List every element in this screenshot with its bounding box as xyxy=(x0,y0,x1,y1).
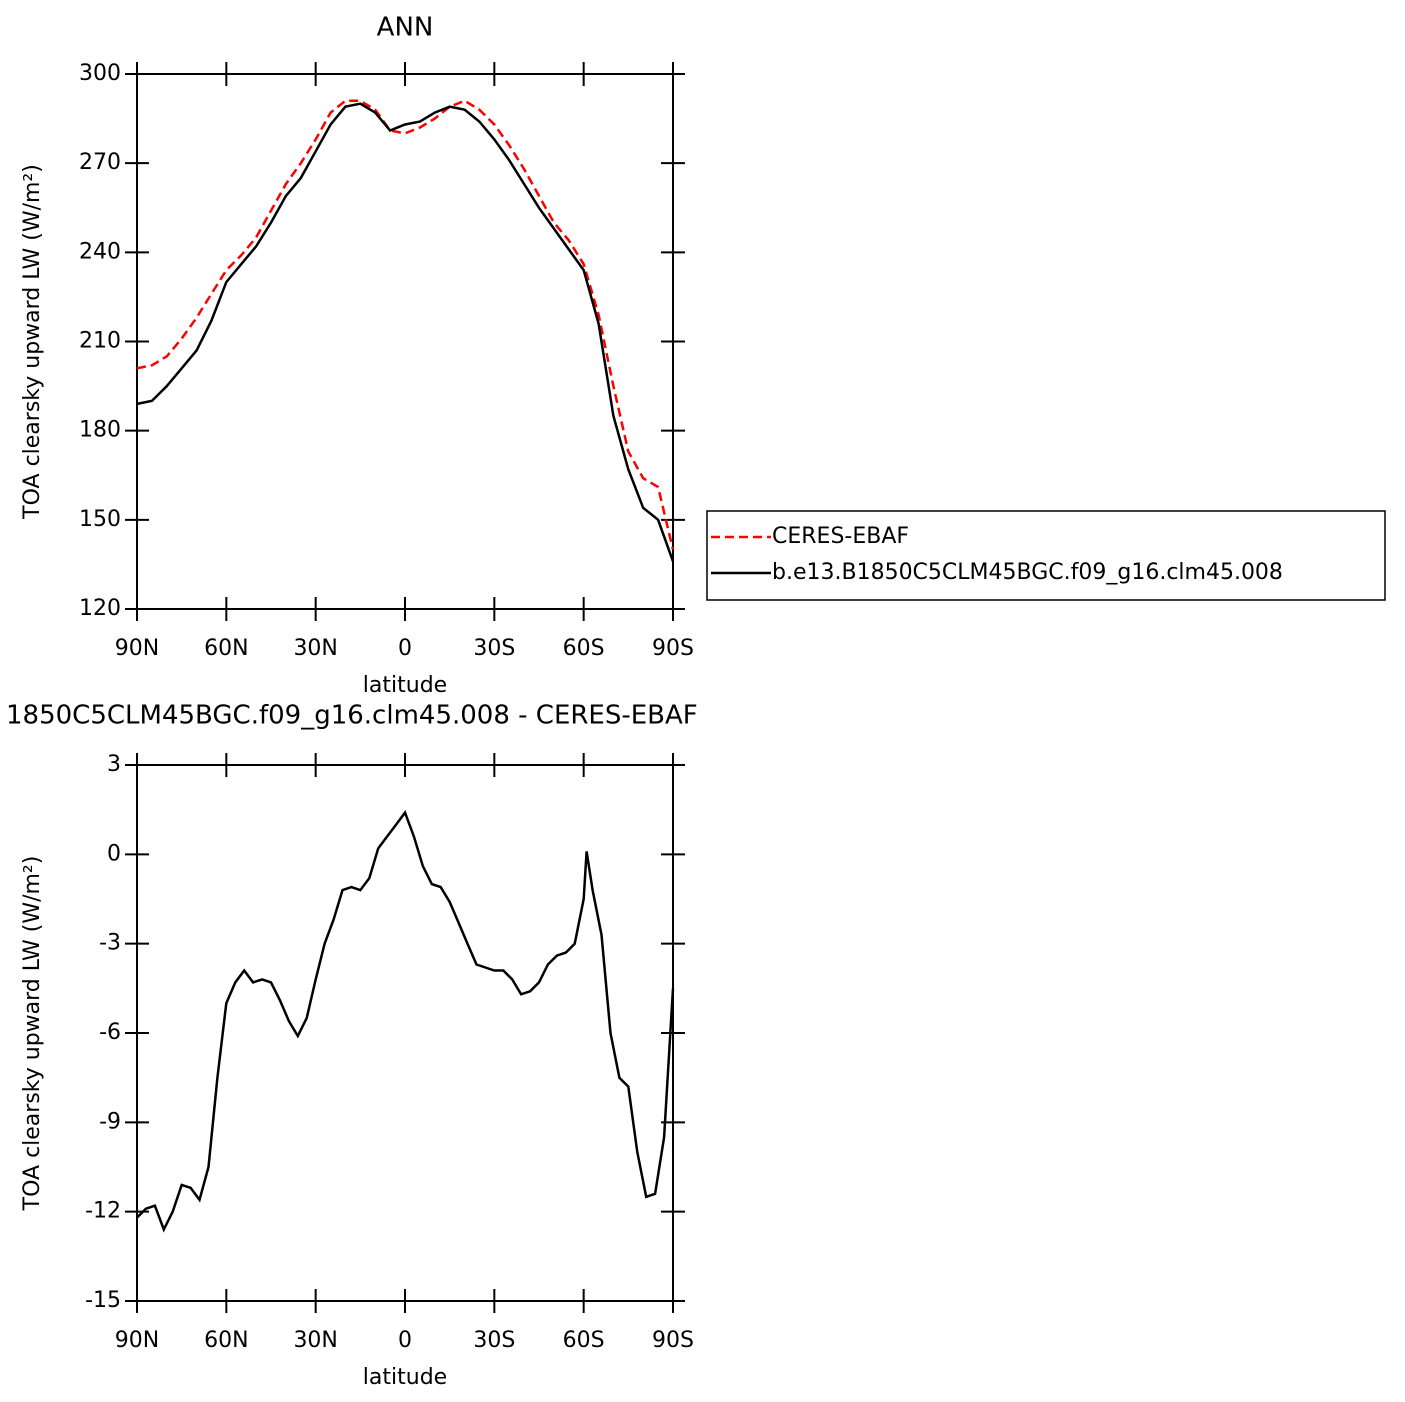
y-tick-label: -15 xyxy=(85,1288,121,1313)
x-axis-label: latitude xyxy=(363,1365,447,1390)
data-line xyxy=(136,810,675,1233)
y-tick-label: -3 xyxy=(99,931,121,956)
y-tick-label: -6 xyxy=(99,1020,121,1045)
x-tick-label: 90N xyxy=(115,636,159,661)
legend-box xyxy=(706,510,1386,601)
x-tick-label: 30S xyxy=(473,1328,515,1353)
x-tick-label: 0 xyxy=(398,1328,412,1353)
x-axis-label: latitude xyxy=(363,673,447,698)
chart-title: 1850C5CLM45BGC.f09_g16.clm45.008 - CERES… xyxy=(6,701,698,731)
y-tick-label: 120 xyxy=(79,596,121,621)
x-tick-label: 90S xyxy=(652,636,694,661)
x-tick-label: 60N xyxy=(204,1328,248,1353)
y-tick-label: 180 xyxy=(79,418,121,443)
x-tick-label: 30N xyxy=(293,636,337,661)
x-tick-label: 90S xyxy=(652,1328,694,1353)
x-tick-label: 60S xyxy=(563,636,605,661)
plot-frame xyxy=(136,73,674,610)
data-line xyxy=(136,99,675,550)
y-tick-label: -9 xyxy=(99,1109,121,1134)
y-tick-label: 3 xyxy=(107,752,121,777)
legend-label: CERES-EBAF xyxy=(772,524,909,549)
y-tick-label: 240 xyxy=(79,239,121,264)
y-axis-label: TOA clearsky upward LW (W/m²) xyxy=(20,856,45,1212)
x-tick-label: 90N xyxy=(115,1328,159,1353)
y-axis-label: TOA clearsky upward LW (W/m²) xyxy=(20,164,45,520)
x-tick-label: 0 xyxy=(398,636,412,661)
x-tick-label: 60S xyxy=(563,1328,605,1353)
y-tick-label: 150 xyxy=(79,507,121,532)
x-tick-label: 30N xyxy=(293,1328,337,1353)
data-line xyxy=(136,102,675,562)
x-tick-label: 60N xyxy=(204,636,248,661)
legend-label: b.e13.B1850C5CLM45BGC.f09_g16.clm45.008 xyxy=(772,560,1283,585)
y-tick-label: 300 xyxy=(79,61,121,86)
y-tick-label: 270 xyxy=(79,150,121,175)
y-tick-label: 0 xyxy=(107,841,121,866)
x-tick-label: 30S xyxy=(473,636,515,661)
y-tick-label: 210 xyxy=(79,329,121,354)
plot-frame xyxy=(136,764,674,1302)
y-tick-label: -12 xyxy=(85,1199,121,1224)
chart-title: ANN xyxy=(377,13,434,43)
